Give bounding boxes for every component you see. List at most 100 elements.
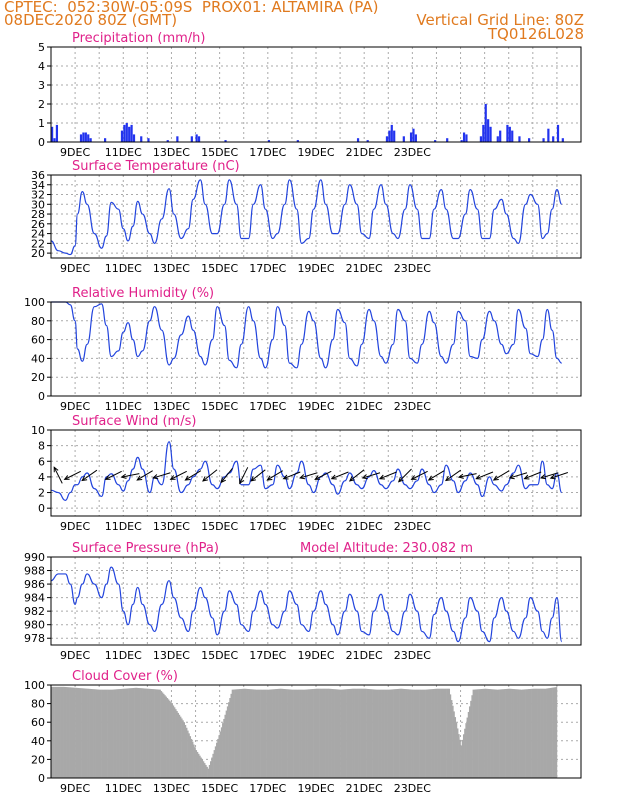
cloud-bar bbox=[355, 688, 358, 778]
cloud-bar bbox=[519, 689, 522, 778]
cloud-bar bbox=[320, 688, 323, 778]
cloud-bar bbox=[84, 688, 87, 778]
cloud-bar bbox=[85, 688, 88, 778]
cloud-bar bbox=[506, 688, 508, 778]
cloud-bar bbox=[387, 689, 389, 778]
cloud-bar bbox=[100, 689, 102, 778]
precip-bar bbox=[460, 140, 463, 142]
cloud-bar bbox=[500, 689, 502, 778]
cloud-bar bbox=[253, 689, 255, 778]
cloud-bar bbox=[185, 727, 188, 778]
y-tick-label: 986 bbox=[24, 578, 45, 591]
cloud-bar bbox=[316, 688, 318, 778]
cloud-bar bbox=[550, 687, 553, 778]
cloud-bar bbox=[281, 688, 283, 778]
wind-arrow-head bbox=[427, 475, 434, 481]
precip-bar bbox=[388, 130, 391, 142]
cloud-bar bbox=[383, 689, 385, 778]
cloud-bar bbox=[337, 689, 340, 778]
wind-arrow bbox=[398, 468, 412, 483]
cloud-bar bbox=[496, 689, 499, 778]
cloud-bar bbox=[252, 689, 254, 778]
cloud-bar bbox=[159, 689, 161, 778]
precip-bar bbox=[190, 136, 193, 142]
cloud-bar bbox=[241, 688, 243, 778]
cloud-bar bbox=[135, 687, 137, 778]
cloud-bar bbox=[59, 686, 61, 778]
y-tick-label: 0 bbox=[38, 772, 45, 785]
cloud-bar bbox=[403, 688, 406, 778]
wind-arrow-head bbox=[508, 474, 515, 480]
cloud-bar bbox=[507, 688, 510, 778]
cloud-bar bbox=[314, 688, 317, 778]
cloud-bar bbox=[235, 689, 237, 778]
cloud-bar bbox=[542, 688, 544, 778]
wind-arrow-head bbox=[239, 478, 244, 485]
cloud-bar bbox=[267, 689, 270, 778]
cloud-bar bbox=[493, 689, 495, 778]
y-tick-label: 60 bbox=[31, 716, 45, 729]
cloud-bar bbox=[323, 688, 325, 778]
x-tick-label: 9DEC bbox=[60, 649, 90, 662]
cloud-bar bbox=[282, 688, 284, 778]
cloud-bar bbox=[305, 689, 307, 778]
precip-bar bbox=[55, 124, 59, 142]
cloud-bar bbox=[105, 689, 107, 778]
cloud-bar bbox=[223, 718, 225, 778]
wind-arrow-head bbox=[266, 475, 273, 481]
cloud-bar bbox=[104, 689, 106, 778]
cloud-bar bbox=[513, 689, 516, 778]
cloud-bar bbox=[240, 688, 242, 778]
wind-arrow bbox=[267, 470, 284, 481]
cloud-bar bbox=[131, 688, 134, 778]
cloud-bar bbox=[167, 699, 170, 778]
cloud-bar bbox=[65, 687, 67, 778]
cloud-bar bbox=[275, 689, 277, 778]
cloud-bar bbox=[443, 688, 446, 778]
cloud-bar bbox=[447, 688, 449, 778]
y-tick-label: 980 bbox=[24, 619, 45, 632]
x-tick-label: 11DEC bbox=[105, 262, 142, 275]
cloud-bar bbox=[356, 688, 359, 778]
cloud-bar bbox=[203, 763, 206, 778]
x-tick-label: 23DEC bbox=[394, 782, 431, 795]
x-tick-label: 19DEC bbox=[297, 782, 334, 795]
cloud-bar bbox=[148, 688, 151, 778]
precip-bar bbox=[414, 134, 417, 142]
x-tick-label: 17DEC bbox=[249, 520, 286, 533]
wind-arrow bbox=[493, 470, 510, 481]
x-tick-label: 13DEC bbox=[153, 782, 190, 795]
cloud-bar bbox=[502, 689, 505, 778]
cloud-bar bbox=[181, 718, 183, 778]
cloud-bar bbox=[108, 689, 111, 778]
cloud-bar bbox=[201, 759, 204, 778]
panel-frame bbox=[50, 684, 582, 779]
precip-bar bbox=[496, 136, 499, 142]
cloud-bar bbox=[437, 688, 440, 778]
cloud-bar bbox=[287, 689, 289, 778]
panel-frame bbox=[50, 174, 582, 259]
y-tick-label: 28 bbox=[31, 208, 45, 221]
cloud-bar bbox=[541, 688, 543, 778]
cloud-bar bbox=[418, 689, 420, 778]
y-tick-label: 0 bbox=[38, 502, 45, 515]
cloud-bar bbox=[54, 686, 57, 778]
cloud-bar bbox=[137, 687, 140, 778]
y-tick-label: 0 bbox=[38, 136, 45, 149]
cloud-bar bbox=[73, 687, 76, 778]
cloud-bar bbox=[430, 689, 432, 778]
cloud-bar bbox=[378, 689, 381, 778]
cloud-bar bbox=[218, 735, 220, 778]
cloud-bar bbox=[70, 687, 72, 778]
cloud-bar bbox=[384, 689, 387, 778]
cloud-bar bbox=[465, 723, 467, 778]
cloud-bar bbox=[407, 689, 410, 778]
cloud-bar bbox=[419, 689, 422, 778]
cloud-bar bbox=[548, 688, 550, 778]
cloud-bar bbox=[489, 689, 491, 778]
cloud-bar bbox=[326, 688, 329, 778]
cloud-bar bbox=[468, 706, 471, 778]
cloud-bar bbox=[283, 688, 285, 778]
cloud-bar bbox=[99, 689, 101, 778]
cloud-bar bbox=[405, 689, 407, 778]
